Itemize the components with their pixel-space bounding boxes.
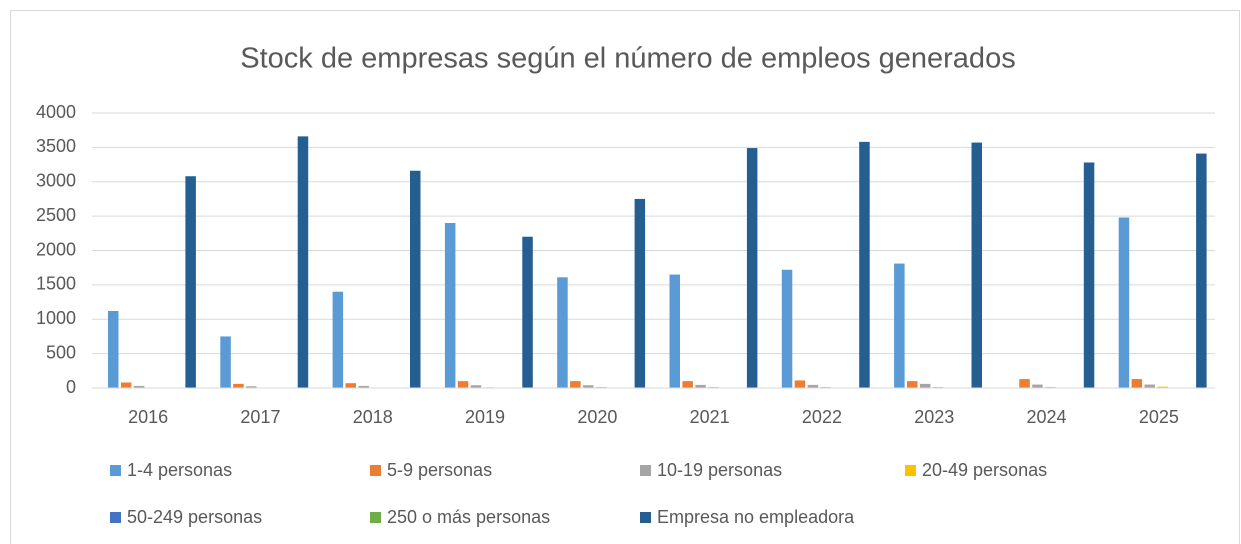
bar	[1144, 384, 1155, 388]
legend-label: 250 o más personas	[387, 507, 550, 527]
bar	[345, 383, 356, 388]
bar	[133, 385, 145, 388]
bar	[894, 263, 905, 388]
x-tick-label: 2023	[914, 407, 954, 427]
legend-label: 1-4 personas	[127, 460, 232, 480]
bar	[781, 269, 793, 388]
y-tick-label: 0	[66, 377, 76, 397]
y-tick-label: 500	[46, 342, 76, 362]
legend-swatch	[370, 465, 381, 476]
chart-border	[10, 10, 1240, 544]
bar	[1157, 386, 1168, 388]
bar	[682, 381, 693, 388]
legend-swatch	[110, 512, 121, 523]
x-tick-label: 2025	[1139, 407, 1179, 427]
bar	[669, 274, 680, 388]
bar	[246, 386, 257, 388]
legend-swatch	[640, 512, 651, 523]
x-tick-label: 2020	[577, 407, 617, 427]
bar	[185, 176, 196, 388]
y-tick-label: 1500	[36, 274, 76, 294]
legend-label: 10-19 personas	[657, 460, 782, 480]
x-tick-label: 2016	[128, 407, 168, 427]
y-tick-label: 2000	[36, 239, 76, 259]
y-tick-label: 2500	[36, 205, 76, 225]
bar	[522, 236, 533, 388]
legend-swatch	[640, 465, 651, 476]
bar	[907, 381, 918, 388]
legend-label: 20-49 personas	[922, 460, 1047, 480]
y-tick-label: 4000	[36, 102, 76, 122]
legend-label: 5-9 personas	[387, 460, 492, 480]
x-tick-label: 2021	[690, 407, 730, 427]
chart-title: Stock de empresas según el número de emp…	[240, 43, 1015, 75]
bar	[570, 381, 581, 388]
bar	[233, 383, 244, 388]
legend-swatch	[110, 465, 121, 476]
x-tick-label: 2017	[240, 407, 280, 427]
bar	[410, 170, 421, 388]
bar	[932, 386, 944, 388]
bar	[708, 386, 719, 388]
bar	[971, 142, 982, 388]
bar	[1118, 217, 1130, 388]
bar	[1131, 379, 1143, 388]
x-tick-label: 2022	[802, 407, 842, 427]
bar	[358, 385, 369, 388]
bar	[557, 277, 568, 388]
x-tick-label: 2024	[1027, 407, 1067, 427]
bar	[1045, 386, 1056, 388]
bar	[1019, 379, 1030, 388]
bar	[794, 380, 806, 388]
bar	[807, 384, 819, 388]
bar	[220, 336, 231, 388]
y-tick-label: 3500	[36, 136, 76, 156]
bar	[108, 311, 119, 388]
bar	[1032, 384, 1043, 388]
y-tick-label: 3000	[36, 171, 76, 191]
bar	[332, 291, 344, 388]
bar	[634, 198, 646, 388]
bar	[457, 381, 469, 388]
bar	[444, 223, 456, 388]
x-tick-label: 2018	[353, 407, 393, 427]
legend-label: Empresa no empleadora	[657, 507, 855, 527]
legend-swatch	[370, 512, 381, 523]
bar	[1196, 153, 1207, 388]
legend-swatch	[905, 465, 916, 476]
bar	[583, 385, 594, 388]
legend-label: 50-249 personas	[127, 507, 262, 527]
bar	[859, 141, 870, 388]
bar	[595, 386, 607, 388]
x-tick-label: 2019	[465, 407, 505, 427]
bar	[470, 385, 482, 388]
bar	[1083, 162, 1095, 388]
bar	[746, 148, 758, 388]
bar	[695, 384, 706, 388]
y-tick-label: 1000	[36, 308, 76, 328]
bar	[120, 382, 132, 388]
bar	[919, 383, 931, 388]
bar	[820, 386, 831, 388]
bar	[297, 136, 309, 388]
